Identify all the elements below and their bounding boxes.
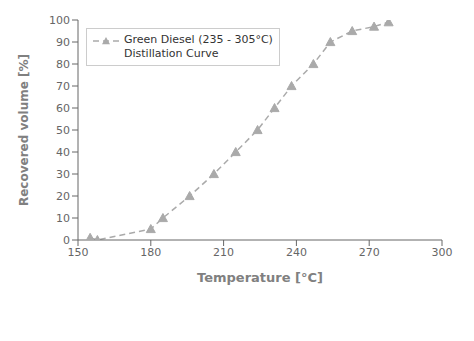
- svg-text:180: 180: [140, 246, 161, 259]
- svg-text:50: 50: [56, 124, 70, 137]
- svg-text:10: 10: [56, 212, 70, 225]
- svg-text:100: 100: [49, 14, 70, 27]
- svg-text:300: 300: [432, 246, 453, 259]
- html-text:Distillation Curve: Distillation Curve: [124, 47, 219, 60]
- svg-text:40: 40: [56, 146, 70, 159]
- svg-text:270: 270: [359, 246, 380, 259]
- svg-text:20: 20: [56, 190, 70, 203]
- svg-text:240: 240: [286, 246, 307, 259]
- svg-text:Recovered volume [%]: Recovered volume [%]: [17, 54, 31, 206]
- svg-text:70: 70: [56, 80, 70, 93]
- svg-text:Temperature [°C]: Temperature [°C]: [197, 270, 323, 285]
- svg-text:30: 30: [56, 168, 70, 181]
- svg-text:90: 90: [56, 36, 70, 49]
- svg-text:210: 210: [213, 246, 234, 259]
- svg-text:0: 0: [63, 234, 70, 247]
- svg-text:80: 80: [56, 58, 70, 71]
- svg-text:60: 60: [56, 102, 70, 115]
- html-text:Green Diesel (235 - 305°C): Green Diesel (235 - 305°C): [124, 33, 273, 46]
- svg-text:150: 150: [68, 246, 89, 259]
